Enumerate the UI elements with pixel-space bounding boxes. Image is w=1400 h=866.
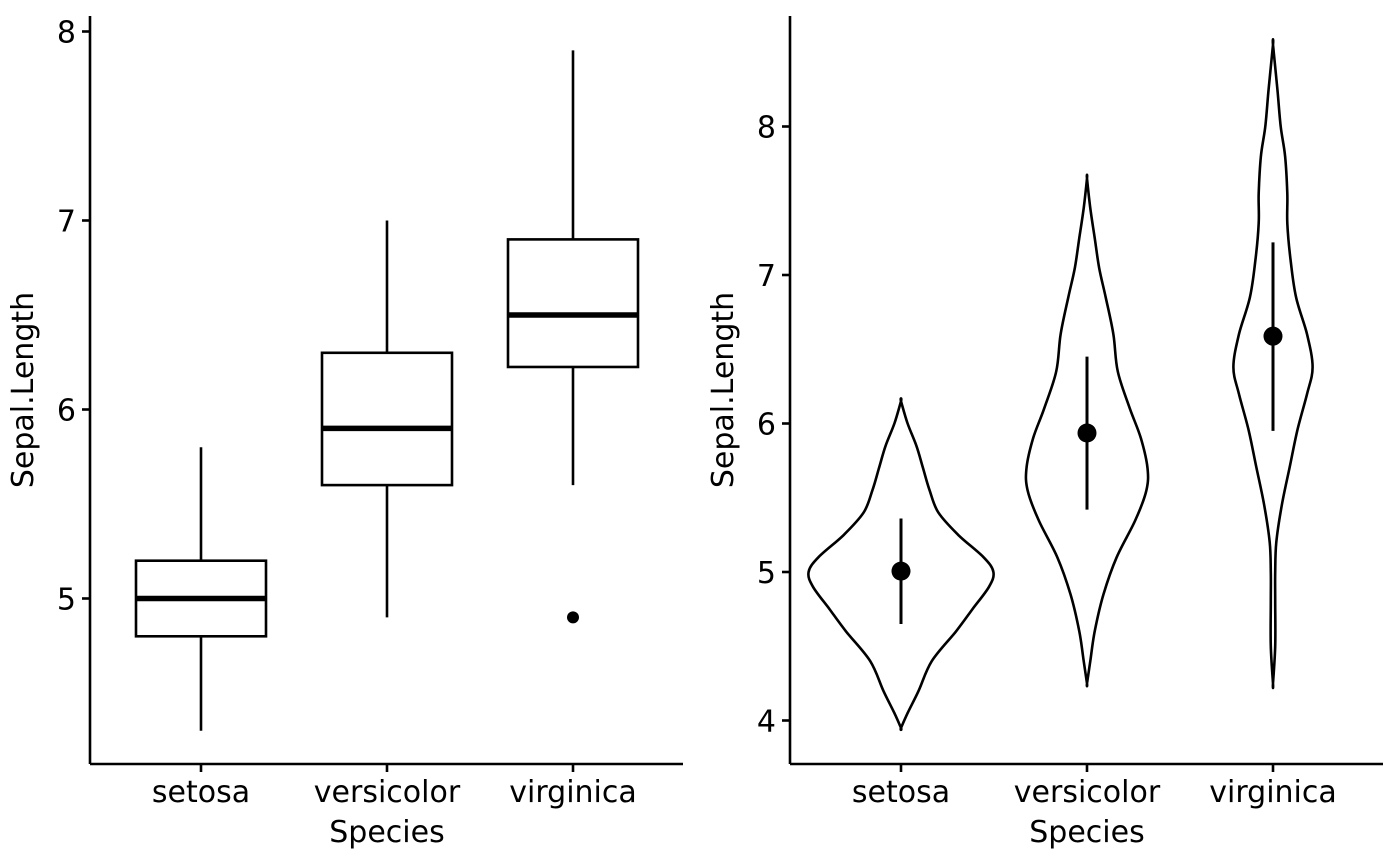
x-axis-title: Species bbox=[1029, 815, 1144, 850]
violin-versicolor bbox=[1024, 173, 1150, 688]
box-virginica bbox=[506, 50, 640, 624]
y-axis-title: Sepal.Length bbox=[6, 292, 41, 488]
iqr-box bbox=[506, 238, 640, 369]
box-versicolor bbox=[320, 220, 454, 618]
y-tick-label: 8 bbox=[57, 16, 76, 51]
y-tick-label: 7 bbox=[57, 205, 76, 240]
y-tick-label: 7 bbox=[757, 259, 776, 294]
y-tick-label: 6 bbox=[757, 408, 776, 443]
iqr-box bbox=[320, 351, 454, 487]
y-tick-label: 4 bbox=[757, 705, 776, 740]
x-tick-label-virginica: virginica bbox=[1209, 775, 1337, 810]
y-tick-label: 6 bbox=[57, 394, 76, 429]
mean-point bbox=[1263, 326, 1283, 346]
mean-point bbox=[1077, 423, 1097, 443]
boxplot-panel: 5 6 7 8 setosa versicolor virginica Species Sepa… bbox=[6, 16, 683, 850]
x-axis-title: Species bbox=[329, 815, 444, 850]
violin-panel: 4 5 6 7 8 setosa versicolor virginica Species Sep… bbox=[706, 16, 1383, 850]
x-tick-label-setosa: setosa bbox=[152, 775, 250, 810]
box-setosa bbox=[134, 447, 268, 731]
outlier-point bbox=[567, 611, 579, 624]
y-tick-label: 5 bbox=[57, 583, 76, 618]
x-tick-label-setosa: setosa bbox=[852, 775, 950, 810]
y-axis-title: Sepal.Length bbox=[706, 292, 741, 488]
x-tick-label-virginica: virginica bbox=[509, 775, 637, 810]
violin-virginica bbox=[1232, 37, 1314, 690]
x-tick-label-versicolor: versicolor bbox=[1014, 775, 1161, 810]
y-tick-label: 8 bbox=[757, 111, 776, 146]
violin-setosa bbox=[807, 397, 995, 732]
mean-point bbox=[891, 561, 911, 581]
y-tick-label: 5 bbox=[757, 556, 776, 591]
x-tick-label-versicolor: versicolor bbox=[314, 775, 461, 810]
